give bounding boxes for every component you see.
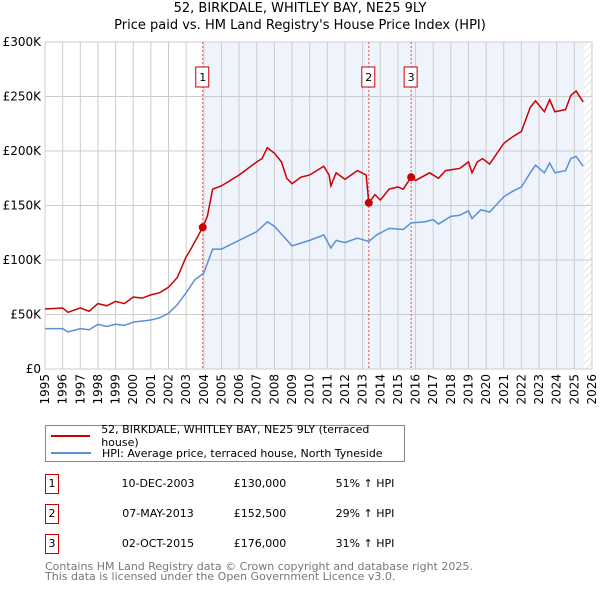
sale-label: 1 [199, 71, 206, 84]
transaction-price: £130,000 [233, 477, 287, 490]
sale-point [364, 198, 373, 207]
y-tick-label: £200K [3, 144, 43, 158]
x-tick-label: 1995 [38, 374, 52, 405]
legend-property: 52, BIRKDALE, WHITLEY BAY, NE25 9LY (ter… [101, 423, 370, 449]
x-tick-label: 2023 [532, 374, 546, 405]
x-tick-label: 2026 [585, 374, 599, 405]
sale-label-box [361, 66, 376, 88]
x-tick-label: 2005 [214, 374, 228, 405]
property-legend-swatch [51, 435, 91, 437]
plot-border [44, 41, 593, 370]
transaction-date: 10-DEC-2003 [121, 477, 195, 490]
x-tick-label: 2014 [373, 374, 387, 405]
x-tick-label: 1997 [73, 374, 87, 405]
property-line [44, 89, 584, 314]
transaction-number: 3 [45, 534, 59, 554]
sale-label-box [195, 66, 210, 88]
price-chart: 1995 1996 1997 1998 1999 2000 2001 2002 2003 2004… [3, 35, 599, 405]
x-tick-label: 2007 [250, 374, 264, 405]
chart-subtitle: Price paid vs. HM Land Registry's House … [114, 18, 486, 33]
x-tick-label: 2001 [144, 374, 158, 405]
transaction-price: £176,000 [233, 537, 287, 550]
x-tick-label: 2004 [197, 374, 211, 405]
transaction-hpi: 29% ↑ HPI [335, 507, 395, 520]
chart-legend: 52, BIRKDALE, WHITLEY BAY, NE25 9LY (ter… [45, 423, 405, 462]
x-tick-label: 2009 [285, 374, 299, 405]
hpi-legend-swatch [51, 452, 91, 454]
x-tick-label: 2025 [567, 374, 581, 405]
chart-title: 52, BIRKDALE, WHITLEY BAY, NE25 9LY [173, 1, 427, 16]
y-tick-label: £50K [10, 308, 42, 322]
y-tick-label: £250K [3, 90, 43, 104]
transaction-number: 2 [45, 504, 59, 524]
x-tick-label: 2010 [303, 374, 317, 405]
x-tick-label: 1996 [56, 374, 70, 405]
x-tick-label: 2011 [320, 374, 334, 405]
sale-label-box [403, 66, 418, 88]
sale-point [407, 173, 416, 182]
x-tick-label: 1998 [91, 374, 105, 405]
x-tick-label: 2002 [162, 374, 176, 405]
transaction-price: £152,500 [233, 507, 287, 520]
x-tick-label: 2006 [232, 374, 246, 405]
x-tick-label: 1999 [109, 374, 123, 405]
x-tick-label: 2003 [179, 374, 193, 405]
x-tick-label: 2012 [338, 374, 352, 405]
transaction-hpi: 51% ↑ HPI [335, 477, 395, 490]
x-tick-label: 2008 [267, 374, 281, 405]
x-tick-label: 2015 [391, 374, 405, 405]
transaction-hpi: 31% ↑ HPI [335, 537, 395, 550]
transaction-number: 1 [45, 474, 59, 494]
y-tick-label: £300K [3, 35, 43, 49]
x-tick-label: 2019 [461, 374, 475, 405]
y-tick-label: £0 [26, 362, 41, 376]
x-tick-label: 2000 [126, 374, 140, 405]
sale-point [198, 223, 207, 232]
footer-licence: This data is licensed under the Open Gov… [45, 570, 396, 583]
sale-label: 2 [365, 71, 372, 84]
y-tick-label: £150K [3, 199, 43, 213]
x-tick-label: 2016 [409, 374, 423, 405]
transaction-date: 07-MAY-2013 [122, 507, 194, 520]
x-tick-label: 2018 [444, 374, 458, 405]
transaction-date: 02-OCT-2015 [121, 537, 195, 550]
x-tick-label: 2021 [497, 374, 511, 405]
x-tick-label: 2013 [356, 374, 370, 405]
legend-hpi: HPI: Average price, terraced house, Nort… [102, 446, 383, 460]
footer-copyright: Contains HM Land Registry data © Crown c… [45, 560, 473, 573]
y-tick-label: £100K [3, 253, 43, 267]
x-tick-label: 2024 [550, 374, 564, 405]
sale-label: 3 [408, 71, 415, 84]
hpi-line [45, 155, 584, 333]
x-tick-label: 2020 [479, 374, 493, 405]
x-tick-label: 2022 [514, 374, 528, 405]
x-tick-label: 2017 [426, 374, 440, 405]
